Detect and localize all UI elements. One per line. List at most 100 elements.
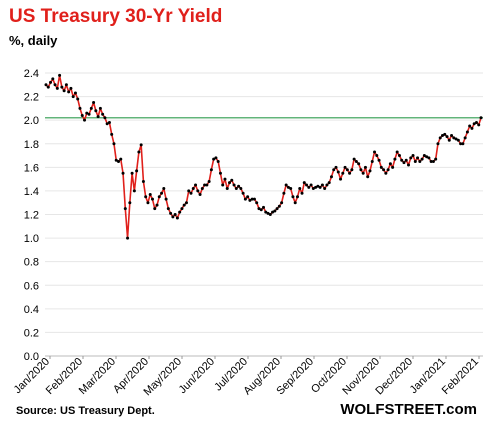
data-point [452,136,456,140]
data-point [323,187,327,191]
data-point [459,142,463,146]
data-point [363,165,367,169]
data-point [305,183,309,187]
y-tick-label: 2.2 [24,92,39,104]
y-tick-label: 1.2 [24,210,39,222]
data-point [194,183,198,187]
data-point [479,116,483,120]
data-point [78,106,82,110]
data-point [126,236,130,240]
data-point [67,90,71,94]
data-point [132,189,136,193]
data-point [166,207,170,211]
data-point [273,209,277,213]
data-point [243,197,247,201]
x-tick-label: Feb/2021 [440,356,481,397]
data-point [191,187,195,191]
data-point [307,185,311,189]
data-point [438,136,442,140]
data-point [250,197,254,201]
data-point [316,184,320,188]
data-point [103,116,107,120]
data-point [209,168,213,172]
data-point [386,168,390,172]
data-point [228,181,232,185]
data-point [456,138,460,142]
data-point [150,197,154,201]
data-point [239,187,243,191]
x-tick-label: Mar/2020 [77,356,118,397]
gridlines [45,72,483,357]
data-point [334,165,338,169]
data-point [375,154,379,158]
data-point [221,183,225,187]
data-point [216,159,220,163]
data-point [275,207,279,211]
data-point [436,142,440,146]
brand-logo-text: WOLFSTREET.com [340,401,477,418]
data-point [447,138,451,142]
data-point [377,158,381,162]
data-point [189,191,193,195]
data-point [336,170,340,174]
data-point [230,178,234,182]
data-point [205,183,209,187]
data-point [463,136,467,140]
data-point [255,201,259,205]
data-point [348,171,352,175]
x-axis: Jan/2020Feb/2020Mar/2020Apr/2020May/2020… [12,355,483,398]
data-point [98,106,102,110]
data-point [470,126,474,130]
data-point [393,157,397,161]
data-point [44,83,48,87]
data-point [300,191,304,195]
data-point [404,158,408,162]
data-point [182,203,186,207]
data-point [425,155,429,159]
data-point [327,181,331,185]
y-tick-label: 0.2 [24,327,39,339]
data-point [196,189,200,193]
data-point [198,192,202,196]
data-point [87,112,91,116]
data-point [368,169,372,173]
data-point [314,185,318,189]
data-point [341,171,345,175]
data-point [450,134,454,137]
data-point [271,210,275,214]
data-point [246,195,250,199]
data-point [200,187,204,191]
data-point [141,179,145,183]
data-point [80,113,84,117]
data-point [343,165,347,169]
data-point [268,213,272,216]
data-point [214,156,218,160]
data-point [257,207,261,211]
data-point [119,157,123,161]
data-point [339,177,343,181]
data-point [135,169,139,173]
data-point [345,168,349,172]
data-point [418,159,422,163]
y-tick-label: 0.6 [24,280,39,292]
y-tick-label: 1.0 [24,233,39,245]
data-point [248,198,252,202]
y-tick-label: 1.4 [24,186,39,198]
data-point [370,159,374,163]
data-point [178,210,182,214]
data-point [280,201,284,205]
data-point [51,77,55,81]
data-point [153,207,157,211]
data-point [94,109,98,113]
data-point [366,175,370,179]
data-point [101,112,105,116]
data-point [318,185,322,189]
data-point [137,150,141,154]
data-point [352,157,356,161]
data-point [157,195,161,199]
data-point [420,157,424,161]
data-point [465,130,469,134]
chart-subtitle: %, daily [9,33,58,48]
data-point [286,185,290,189]
